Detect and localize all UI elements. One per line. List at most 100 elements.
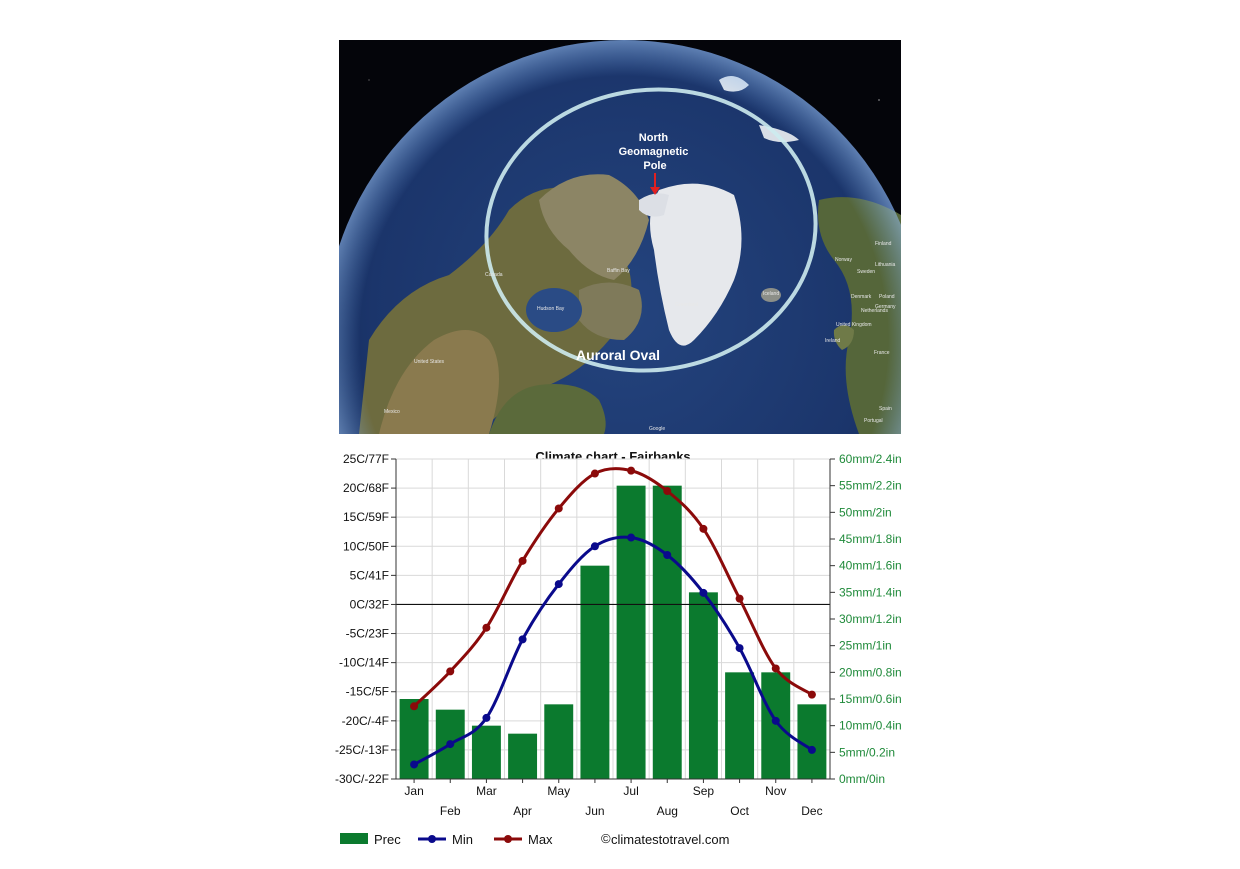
right-axis-label: 40mm/1.6in bbox=[839, 559, 902, 573]
right-axis-label: 5mm/0.2in bbox=[839, 745, 895, 759]
point-max bbox=[482, 623, 491, 632]
point-min bbox=[554, 580, 563, 589]
left-axis-label: -5C/23F bbox=[346, 627, 389, 641]
google-watermark: Google bbox=[649, 426, 665, 432]
right-axis-label: 55mm/2.2in bbox=[839, 479, 902, 493]
month-label: Jan bbox=[404, 784, 423, 798]
point-max bbox=[771, 664, 780, 673]
auroral-oval-map: North Geomagnetic Pole Auroral Oval Cana… bbox=[339, 40, 901, 434]
credit-text: climatestotravel.com bbox=[611, 832, 729, 847]
left-axis-label: -20C/-4F bbox=[342, 714, 389, 728]
pole-label-line-2: Geomagnetic bbox=[619, 146, 689, 158]
precip-bar bbox=[508, 733, 538, 779]
label-denmark: Denmark bbox=[851, 294, 872, 300]
label-france: France bbox=[874, 350, 890, 356]
right-axis-label: 35mm/1.4in bbox=[839, 585, 902, 599]
label-norway: Norway bbox=[835, 257, 852, 263]
legend-swatch-prec bbox=[340, 833, 368, 844]
label-mexico: Mexico bbox=[384, 409, 400, 415]
label-united-states: United States bbox=[414, 359, 445, 365]
precipitation-bars bbox=[399, 485, 827, 779]
axes: 25C/77F 20C/68F 15C/59F 10C/50F 5C/41F 0C/32F… bbox=[335, 452, 902, 818]
right-axis-label: 15mm/0.6in bbox=[839, 692, 902, 706]
point-max bbox=[590, 469, 599, 478]
climate-chart-svg: Climate chart - Fairbanks 25C/77F20C/68F… bbox=[335, 449, 902, 847]
month-label: Feb bbox=[440, 804, 461, 818]
copyright-icon: © bbox=[601, 831, 611, 846]
month-label: Jul bbox=[623, 784, 638, 798]
month-label: May bbox=[547, 784, 570, 798]
point-max bbox=[735, 594, 744, 603]
left-axis-label: 10C/50F bbox=[343, 539, 389, 553]
point-min bbox=[771, 716, 780, 725]
point-min bbox=[663, 551, 672, 559]
legend-label-min: Min bbox=[452, 832, 473, 847]
left-axis-label: 15C/59F bbox=[343, 510, 389, 524]
label-ireland: Ireland bbox=[825, 338, 841, 344]
left-axis-label: -10C/14F bbox=[339, 656, 389, 670]
right-axis-label: 10mm/0.4in bbox=[839, 719, 902, 733]
point-max bbox=[627, 466, 636, 475]
left-axis-label: 20C/68F bbox=[343, 481, 389, 495]
point-min bbox=[735, 644, 744, 653]
label-baffin-bay: Baffin Bay bbox=[607, 268, 630, 274]
legend-label-max: Max bbox=[528, 832, 553, 847]
point-max bbox=[446, 667, 455, 676]
right-axis-label: 60mm/2.4in bbox=[839, 452, 902, 466]
precip-bar bbox=[580, 565, 610, 779]
point-min bbox=[699, 588, 708, 597]
globe bbox=[339, 40, 901, 434]
left-axis-label: 25C/77F bbox=[343, 452, 389, 466]
legend: Prec Min Max © climatestotravel.com bbox=[340, 831, 729, 847]
svg-text:North Geomagnetic: North Geomagnetic Pole bbox=[619, 132, 692, 172]
right-axis-label: 25mm/1in bbox=[839, 639, 892, 653]
point-min bbox=[807, 745, 816, 754]
pole-arrow-head-icon bbox=[650, 187, 660, 195]
point-min bbox=[627, 533, 636, 542]
precip-bar bbox=[725, 672, 755, 779]
month-label: Aug bbox=[657, 804, 678, 818]
month-label: Nov bbox=[765, 784, 786, 798]
auroral-oval-label: Auroral Oval bbox=[576, 347, 660, 363]
point-min bbox=[482, 713, 491, 722]
precip-bar bbox=[471, 725, 501, 779]
label-canada: Canada bbox=[485, 272, 503, 278]
left-axis-label: 0C/32F bbox=[350, 597, 389, 611]
grid bbox=[395, 458, 831, 780]
month-label: Jun bbox=[585, 804, 604, 818]
point-min bbox=[590, 542, 599, 551]
precip-bar bbox=[652, 485, 682, 779]
label-spain: Spain bbox=[879, 406, 892, 412]
month-label: Oct bbox=[730, 804, 749, 818]
point-max bbox=[699, 524, 708, 533]
right-axis-label: 0mm/0in bbox=[839, 772, 885, 786]
month-label: Apr bbox=[513, 804, 532, 818]
pole-label-line-1: North bbox=[639, 132, 669, 144]
label-sweden: Sweden bbox=[857, 269, 875, 275]
legend-marker-min bbox=[428, 835, 436, 843]
precip-bar bbox=[616, 485, 646, 779]
precip-bar bbox=[688, 592, 718, 779]
label-greenland: Greenland bbox=[675, 302, 699, 308]
right-axis-label: 20mm/0.8in bbox=[839, 665, 902, 679]
label-netherlands: Netherlands bbox=[861, 308, 888, 314]
temperature-lines bbox=[410, 466, 816, 769]
label-lithuania: Lithuania bbox=[875, 262, 896, 268]
label-finland: Finland bbox=[875, 241, 892, 247]
point-min bbox=[446, 740, 455, 749]
legend-label-prec: Prec bbox=[374, 832, 401, 847]
month-label: Sep bbox=[693, 784, 715, 798]
right-axis-label: 45mm/1.8in bbox=[839, 532, 902, 546]
label-united-kingdom: United Kingdom bbox=[836, 322, 872, 328]
right-axis-label: 50mm/2in bbox=[839, 505, 892, 519]
left-axis-label: -15C/5F bbox=[346, 685, 389, 699]
right-axis-label: 30mm/1.2in bbox=[839, 612, 902, 626]
left-axis-label: 5C/41F bbox=[350, 568, 389, 582]
climate-chart: Climate chart - Fairbanks 25C/77F 20C/68F… bbox=[320, 440, 920, 860]
point-max bbox=[807, 690, 816, 699]
point-max bbox=[410, 702, 419, 711]
label-portugal: Portugal bbox=[864, 418, 883, 424]
point-max bbox=[518, 556, 527, 565]
point-max bbox=[554, 504, 563, 513]
label-hudson-bay: Hudson Bay bbox=[537, 306, 565, 312]
